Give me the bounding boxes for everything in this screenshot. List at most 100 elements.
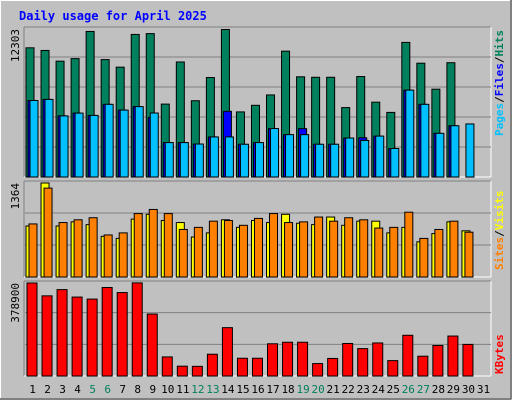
bar-sites-day-1 (28, 223, 38, 278)
bar-pages-day-19 (300, 134, 310, 178)
bar-pages-day-22 (345, 137, 355, 178)
bar-pages-day-2 (44, 98, 54, 178)
x-label-day-14: 14 (221, 383, 235, 396)
bar-sites-day-29 (449, 220, 459, 278)
right-legend-2: KBytes (493, 334, 506, 374)
bar-pages-day-6 (104, 103, 114, 178)
bar-pages-day-18 (285, 134, 295, 178)
bar-sites-day-21 (329, 220, 339, 278)
bar-sites-day-3 (58, 222, 68, 278)
x-label-day-13: 13 (206, 383, 219, 396)
bar-kbytes-day-17 (267, 343, 279, 377)
x-label-day-6: 6 (104, 383, 111, 396)
bar-pages-day-12 (194, 143, 204, 178)
bar-kbytes-day-11 (176, 365, 188, 377)
bar-pages-day-21 (330, 143, 340, 178)
bar-kbytes-day-10 (161, 356, 173, 377)
legend-visits: Visits (493, 191, 506, 231)
x-label-day-20: 20 (312, 383, 325, 396)
bar-pages-day-4 (74, 112, 84, 178)
legend-separator: / (493, 56, 506, 63)
bar-kbytes-day-1 (26, 282, 38, 377)
bar-sites-day-16 (253, 217, 263, 278)
bar-sites-day-4 (73, 219, 83, 278)
bar-pages-day-26 (405, 89, 415, 178)
bar-kbytes-day-13 (206, 353, 218, 377)
bar-sites-day-28 (434, 228, 444, 278)
right-legend-1: Sites/Visits (493, 191, 506, 271)
x-label-day-24: 24 (372, 383, 386, 396)
bar-kbytes-day-4 (71, 296, 83, 377)
legend-pages: Pages (493, 103, 506, 136)
bar-sites-day-30 (464, 231, 474, 278)
bar-sites-day-17 (269, 213, 279, 278)
bar-pages-day-24 (375, 135, 385, 178)
y-axis-max-label: 12303 (9, 29, 22, 62)
bar-kbytes-day-22 (342, 342, 354, 377)
legend-kbytes: KBytes (493, 334, 506, 374)
bar-kbytes-day-29 (447, 335, 459, 377)
bar-sites-day-10 (163, 213, 173, 278)
bar-kbytes-day-23 (357, 348, 369, 377)
x-label-day-9: 9 (149, 383, 156, 396)
bar-kbytes-day-27 (417, 355, 429, 377)
bar-kbytes-day-7 (116, 292, 128, 377)
bar-sites-day-24 (374, 227, 384, 278)
bar-sites-day-9 (148, 208, 158, 278)
x-label-day-1: 1 (29, 383, 36, 396)
y-axis-max-label: 378900 (9, 283, 22, 323)
bar-sites-day-2 (43, 187, 53, 278)
x-label-day-28: 28 (432, 383, 445, 396)
bar-sites-day-27 (419, 237, 429, 278)
y-axis-max-label: 1364 (9, 183, 22, 210)
bar-pages-day-8 (134, 106, 144, 178)
bar-sites-day-25 (389, 226, 399, 278)
bar-pages-day-14 (224, 136, 234, 178)
bar-pages-day-30 (465, 123, 475, 178)
right-legend-0: Pages/Files/Hits (493, 30, 506, 136)
x-label-day-19: 19 (296, 383, 309, 396)
x-label-day-31: 31 (477, 383, 490, 396)
bar-kbytes-day-16 (251, 357, 263, 377)
bar-sites-day-13 (208, 220, 218, 278)
bar-pages-day-1 (29, 99, 39, 178)
x-label-day-11: 11 (176, 383, 189, 396)
bar-kbytes-day-5 (86, 298, 98, 377)
bar-pages-day-17 (270, 128, 280, 178)
bar-pages-day-5 (89, 114, 99, 178)
bar-sites-day-14 (223, 219, 233, 278)
x-label-day-29: 29 (447, 383, 460, 396)
bar-sites-day-8 (133, 213, 143, 278)
bar-pages-day-28 (435, 132, 445, 178)
bar-pages-day-9 (149, 112, 159, 178)
bar-sites-day-7 (118, 232, 128, 278)
bar-pages-day-15 (239, 143, 249, 178)
legend-sites: Sites (493, 237, 506, 270)
bar-sites-day-19 (299, 221, 309, 278)
legend-separator: / (493, 96, 506, 103)
bar-sites-day-12 (193, 226, 203, 278)
bar-sites-day-5 (88, 217, 98, 278)
bar-pages-day-7 (119, 109, 129, 178)
bar-sites-day-26 (404, 211, 414, 278)
x-label-day-27: 27 (417, 383, 430, 396)
bar-pages-day-11 (179, 142, 189, 178)
bar-sites-day-11 (178, 228, 188, 278)
x-label-day-26: 26 (402, 383, 415, 396)
x-label-day-10: 10 (161, 383, 174, 396)
x-label-day-15: 15 (236, 383, 249, 396)
bar-pages-day-27 (420, 103, 430, 178)
x-label-day-22: 22 (342, 383, 355, 396)
legend-hits: Hits (493, 30, 506, 57)
bar-kbytes-day-18 (282, 341, 294, 377)
bar-pages-day-25 (390, 147, 400, 178)
x-label-day-8: 8 (134, 383, 141, 396)
bar-pages-day-13 (209, 136, 219, 178)
bar-sites-day-6 (103, 234, 113, 278)
x-label-day-23: 23 (357, 383, 370, 396)
legend-files: Files (493, 63, 506, 96)
bar-kbytes-day-26 (402, 334, 414, 377)
bar-kbytes-day-12 (191, 365, 203, 377)
x-label-day-18: 18 (281, 383, 294, 396)
